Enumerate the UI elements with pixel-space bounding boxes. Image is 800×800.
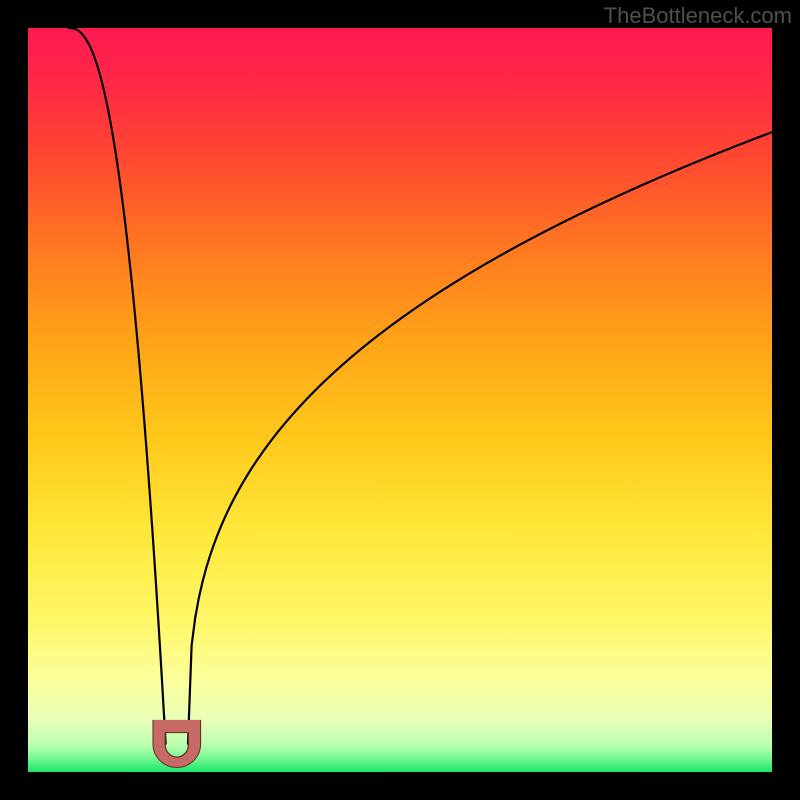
chart-frame: TheBottleneck.com xyxy=(0,0,800,800)
watermark-text: TheBottleneck.com xyxy=(604,3,792,29)
plot-svg xyxy=(28,28,772,772)
plot-area xyxy=(28,28,772,772)
gradient-background xyxy=(28,28,772,772)
